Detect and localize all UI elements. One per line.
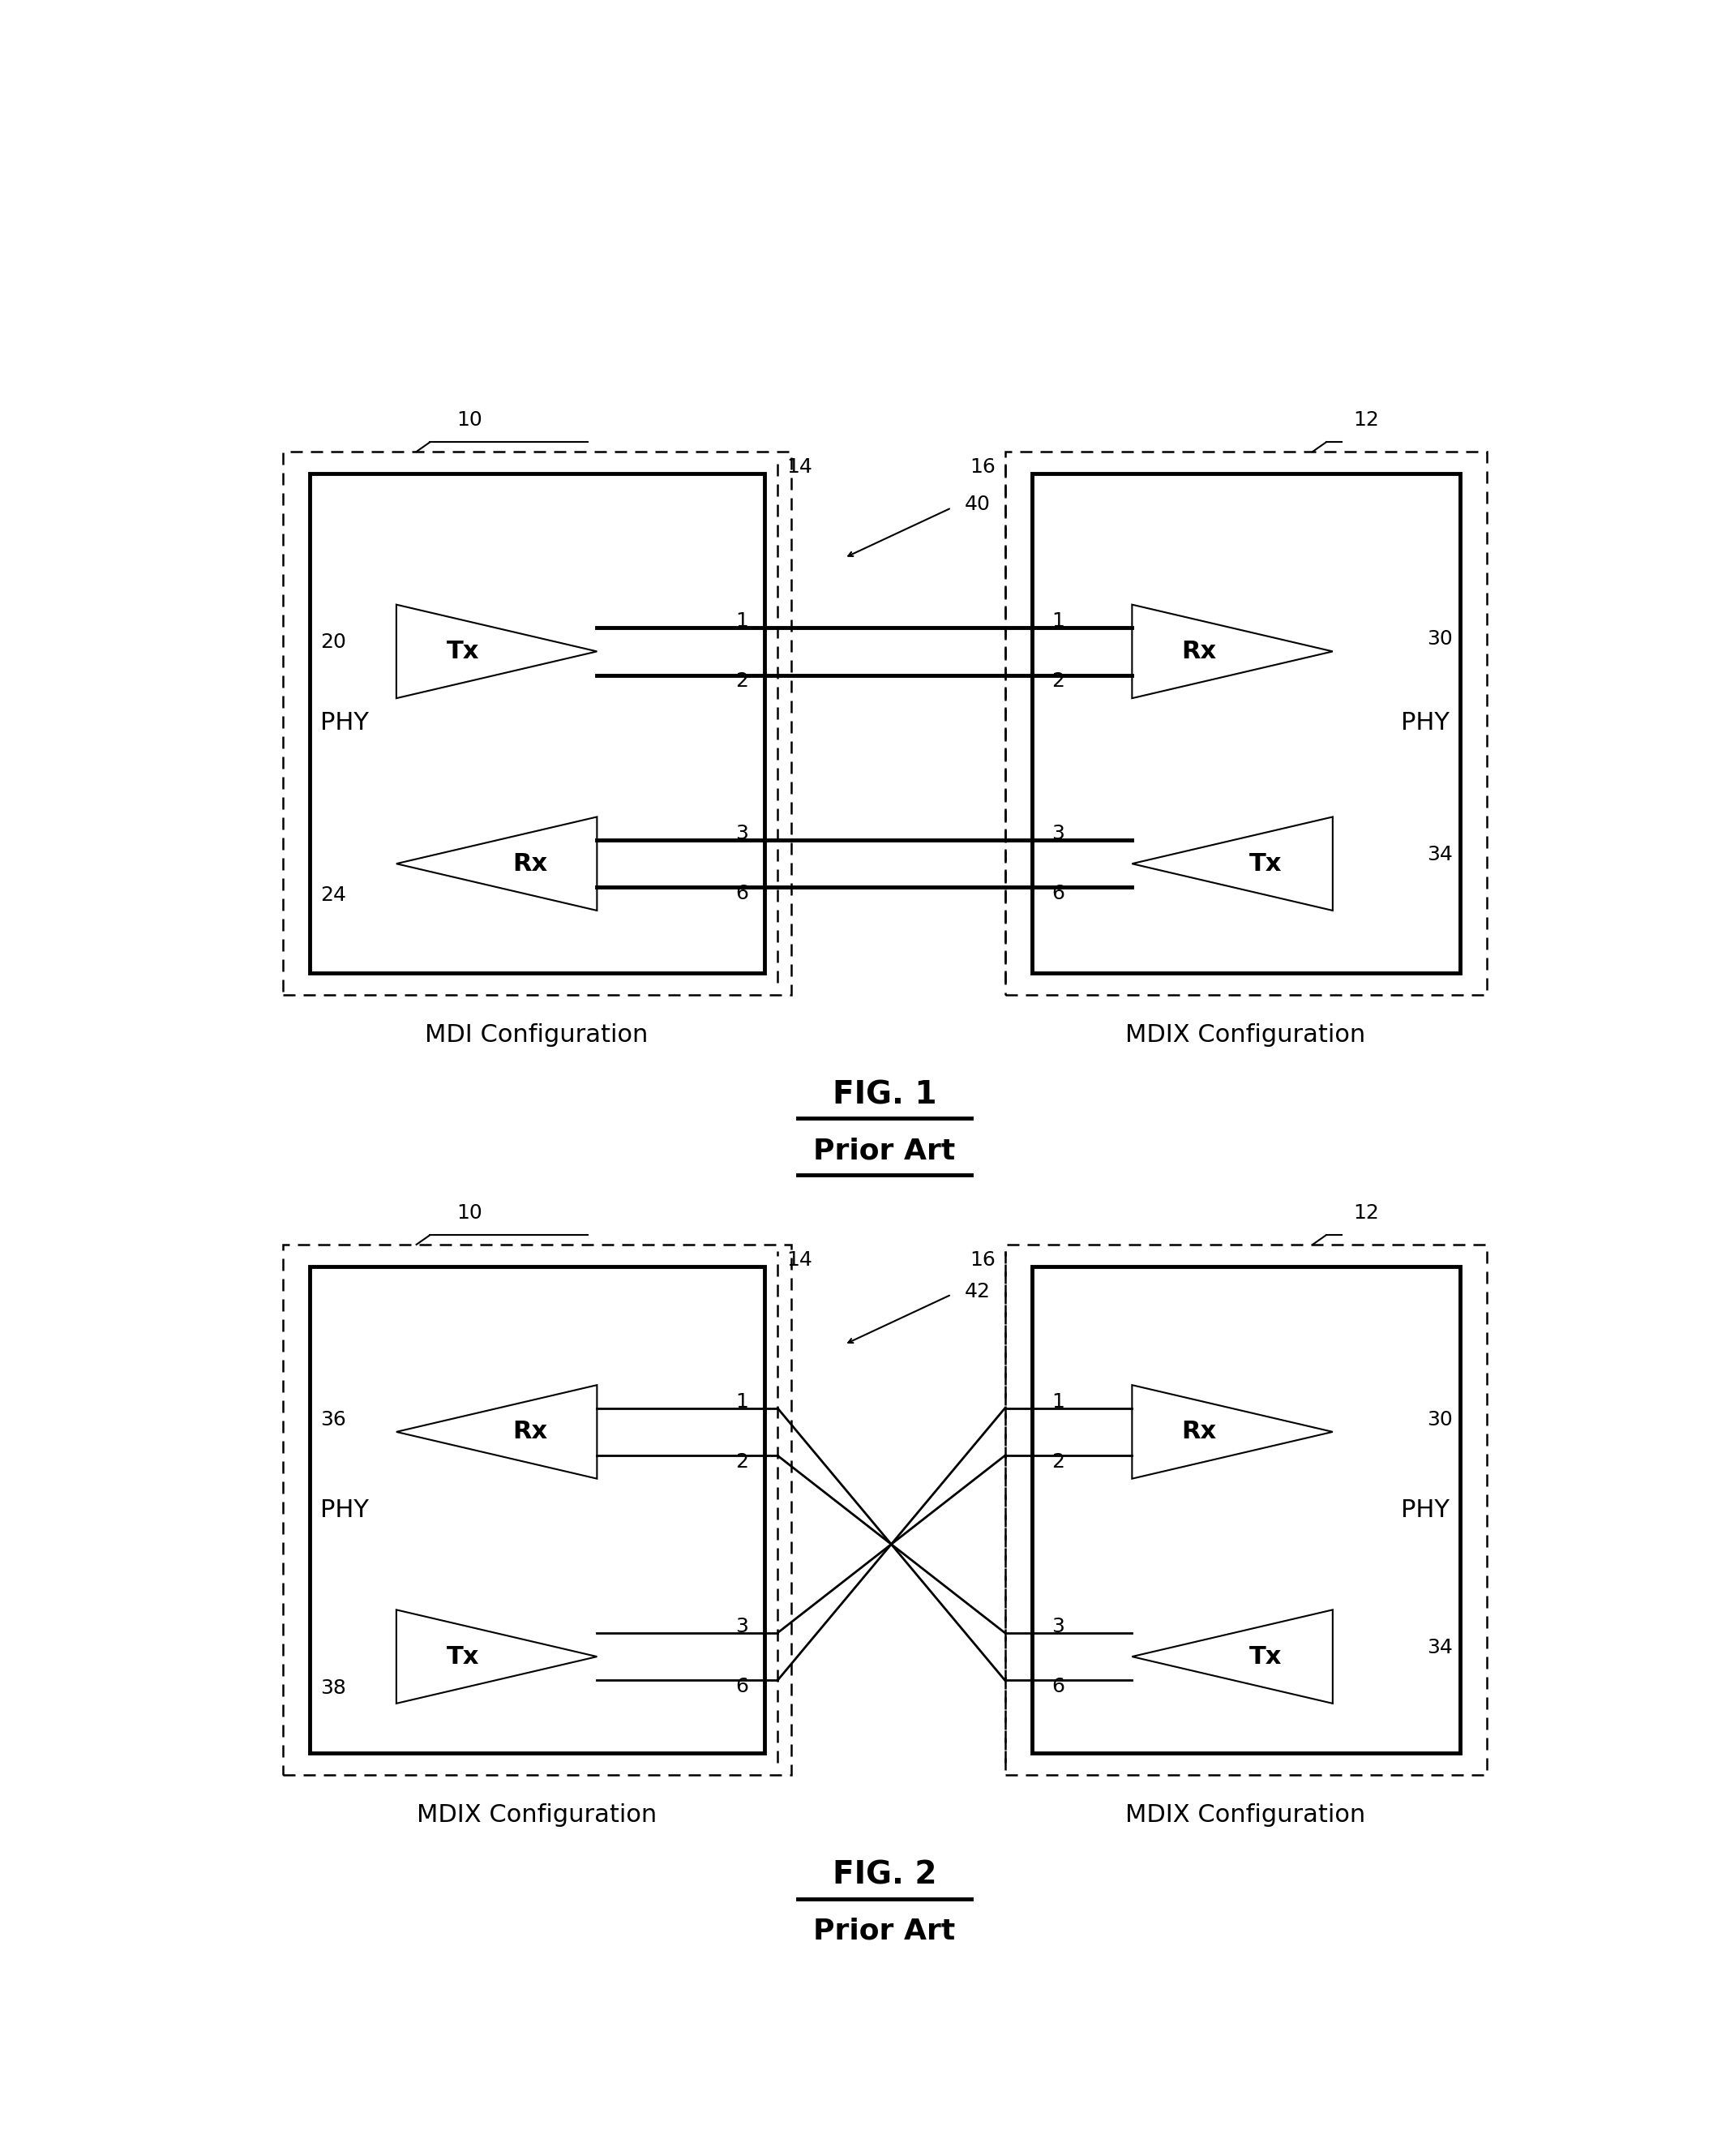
Bar bbox=[283, 1244, 791, 1774]
Text: Prior Art: Prior Art bbox=[813, 1136, 956, 1164]
Bar bbox=[1032, 1266, 1460, 1753]
Text: 16: 16 bbox=[970, 1250, 996, 1270]
Text: 36: 36 bbox=[319, 1410, 345, 1429]
Text: MDIX Configuration: MDIX Configuration bbox=[1125, 1022, 1365, 1046]
Text: 30: 30 bbox=[1427, 630, 1453, 649]
Bar bbox=[1005, 1244, 1486, 1774]
Text: Prior Art: Prior Art bbox=[813, 1917, 956, 1945]
Text: Tx: Tx bbox=[447, 640, 480, 664]
Text: 42: 42 bbox=[965, 1281, 991, 1300]
Text: 38: 38 bbox=[319, 1677, 345, 1697]
Text: 3: 3 bbox=[1051, 1617, 1065, 1636]
Text: 2: 2 bbox=[735, 673, 747, 692]
Bar bbox=[1032, 474, 1460, 972]
Text: 12: 12 bbox=[1353, 410, 1379, 429]
Text: 34: 34 bbox=[1427, 1639, 1453, 1658]
Text: 6: 6 bbox=[735, 884, 747, 903]
Text: 30: 30 bbox=[1427, 1410, 1453, 1429]
Text: 6: 6 bbox=[1051, 1677, 1065, 1697]
Text: 14: 14 bbox=[787, 457, 813, 476]
Text: PHY: PHY bbox=[319, 711, 369, 735]
Text: 3: 3 bbox=[735, 1617, 747, 1636]
Text: PHY: PHY bbox=[1400, 711, 1450, 735]
Text: MDIX Configuration: MDIX Configuration bbox=[1125, 1802, 1365, 1826]
Text: 10: 10 bbox=[457, 1203, 483, 1222]
Text: 10: 10 bbox=[457, 410, 483, 429]
Bar bbox=[283, 451, 791, 994]
Text: 20: 20 bbox=[319, 632, 345, 651]
Text: Tx: Tx bbox=[1250, 1645, 1282, 1669]
Text: PHY: PHY bbox=[319, 1498, 369, 1522]
Text: 2: 2 bbox=[735, 1453, 747, 1473]
Text: 1: 1 bbox=[735, 1393, 747, 1412]
Bar bbox=[309, 1266, 765, 1753]
Text: 6: 6 bbox=[1051, 884, 1065, 903]
Text: 16: 16 bbox=[970, 457, 996, 476]
Text: Tx: Tx bbox=[1250, 852, 1282, 875]
Text: 40: 40 bbox=[965, 496, 991, 515]
Text: MDI Configuration: MDI Configuration bbox=[425, 1022, 649, 1046]
Text: 1: 1 bbox=[735, 612, 747, 632]
Text: 3: 3 bbox=[735, 824, 747, 843]
Text: FIG. 2: FIG. 2 bbox=[832, 1861, 937, 1891]
Bar bbox=[309, 474, 765, 972]
Text: 3: 3 bbox=[1051, 824, 1065, 843]
Text: Tx: Tx bbox=[447, 1645, 480, 1669]
Text: MDIX Configuration: MDIX Configuration bbox=[416, 1802, 658, 1826]
Text: 2: 2 bbox=[1051, 673, 1065, 692]
Text: 24: 24 bbox=[319, 886, 345, 906]
Text: Rx: Rx bbox=[513, 1421, 547, 1445]
Text: Rx: Rx bbox=[1181, 1421, 1217, 1445]
Text: FIG. 1: FIG. 1 bbox=[832, 1080, 937, 1110]
Text: 2: 2 bbox=[1051, 1453, 1065, 1473]
Text: 12: 12 bbox=[1353, 1203, 1379, 1222]
Text: 1: 1 bbox=[1051, 612, 1065, 632]
Text: Rx: Rx bbox=[1181, 640, 1217, 664]
Text: 14: 14 bbox=[787, 1250, 813, 1270]
Text: 34: 34 bbox=[1427, 845, 1453, 865]
Text: 1: 1 bbox=[1051, 1393, 1065, 1412]
Bar bbox=[1005, 451, 1486, 994]
Text: Rx: Rx bbox=[513, 852, 547, 875]
Text: PHY: PHY bbox=[1400, 1498, 1450, 1522]
Text: 6: 6 bbox=[735, 1677, 747, 1697]
